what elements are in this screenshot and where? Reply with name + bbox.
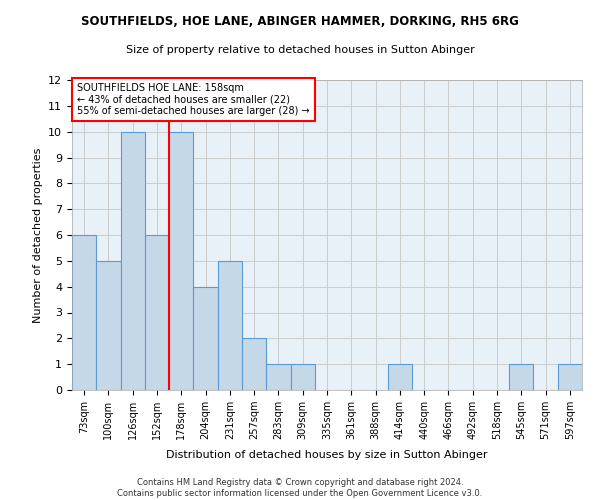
Bar xyxy=(290,364,315,390)
Bar xyxy=(509,364,533,390)
Y-axis label: Number of detached properties: Number of detached properties xyxy=(32,148,43,322)
Text: Size of property relative to detached houses in Sutton Abinger: Size of property relative to detached ho… xyxy=(125,45,475,55)
Bar xyxy=(558,364,582,390)
Text: SOUTHFIELDS HOE LANE: 158sqm
← 43% of detached houses are smaller (22)
55% of se: SOUTHFIELDS HOE LANE: 158sqm ← 43% of de… xyxy=(77,83,310,116)
Bar xyxy=(388,364,412,390)
Text: Contains HM Land Registry data © Crown copyright and database right 2024.
Contai: Contains HM Land Registry data © Crown c… xyxy=(118,478,482,498)
Text: Distribution of detached houses by size in Sutton Abinger: Distribution of detached houses by size … xyxy=(166,450,488,460)
Text: SOUTHFIELDS, HOE LANE, ABINGER HAMMER, DORKING, RH5 6RG: SOUTHFIELDS, HOE LANE, ABINGER HAMMER, D… xyxy=(81,15,519,28)
Bar xyxy=(121,132,145,390)
Bar xyxy=(193,286,218,390)
Bar xyxy=(169,132,193,390)
Bar xyxy=(96,261,121,390)
Bar xyxy=(72,235,96,390)
Bar xyxy=(145,235,169,390)
Bar xyxy=(242,338,266,390)
Bar xyxy=(218,261,242,390)
Bar xyxy=(266,364,290,390)
